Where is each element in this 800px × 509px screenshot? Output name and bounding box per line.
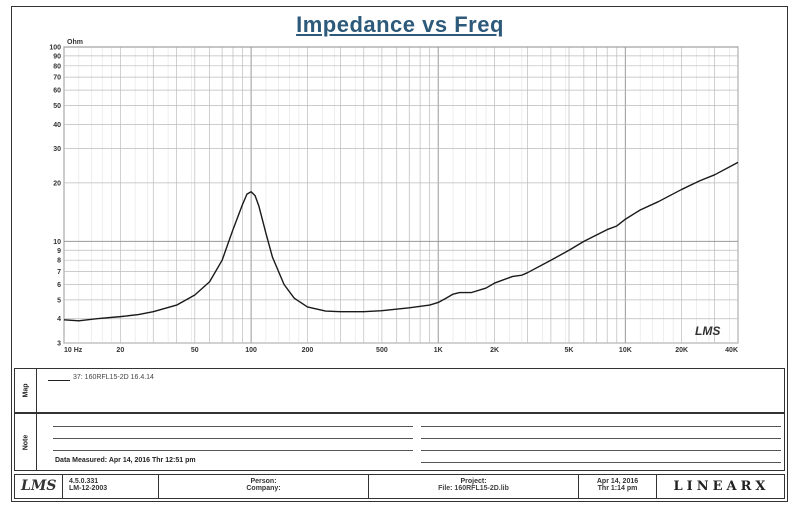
- x-tick-label: 5K: [565, 347, 574, 354]
- y-tick-label: 50: [53, 103, 61, 110]
- x-tick-label: 200: [302, 347, 314, 354]
- x-tick-label: 40K: [725, 347, 738, 354]
- chart-title: Impedance vs Freq: [296, 12, 504, 37]
- y-tick-label: 10: [53, 239, 61, 246]
- legend-swatch: [48, 380, 70, 381]
- time-text: Thr 1:14 pm: [597, 485, 638, 492]
- note-line: [53, 426, 413, 427]
- measured-text: Data Measured: Apr 14, 2016 Thr 12:51 pm: [55, 457, 196, 464]
- x-tick-label: 50: [191, 347, 199, 354]
- y-tick-label: 60: [53, 88, 61, 95]
- lms-watermark: LMS: [695, 324, 720, 338]
- footer-date-cell: Apr 14, 2016 Thr 1:14 pm: [579, 475, 657, 498]
- y-tick-label: 40: [53, 122, 61, 129]
- note-line: [421, 462, 781, 463]
- x-tick-label: 20K: [675, 347, 688, 354]
- impedance-series-line: [63, 161, 739, 322]
- y-tick-label: 3: [57, 341, 61, 348]
- footer-panel: LMS 4.5.0.331 LM-12-2003 Person: Company…: [14, 474, 785, 499]
- legend-entry: 37: 160RFL15-2D 16.4.14: [73, 374, 154, 381]
- y-tick-label: 6: [57, 282, 61, 289]
- person-label: Person:: [250, 478, 277, 485]
- note-line: [421, 450, 781, 451]
- note-line: [421, 438, 781, 439]
- y-tick-label: 100: [49, 45, 61, 52]
- y-tick-label: 9: [57, 248, 61, 255]
- y-tick-label: 30: [53, 146, 61, 153]
- y-tick-label: 5: [57, 297, 61, 304]
- project-label: Project:: [460, 478, 487, 485]
- footer-brand-cell: LINEARX: [657, 475, 786, 498]
- footer-version-cell: 4.5.0.331 LM-12-2003: [63, 475, 159, 498]
- x-tick-label: 20: [116, 347, 124, 354]
- y-unit-label: Ohm: [67, 39, 83, 46]
- x-tick-label: 10 Hz: [64, 347, 83, 354]
- date-text: Apr 14, 2016: [596, 478, 639, 485]
- y-tick-label: 20: [53, 180, 61, 187]
- serial-text: LM-12-2003: [69, 485, 108, 492]
- lms-logo: LMS: [21, 478, 57, 494]
- notes-panel: Note Data Measured: Apr 14, 2016 Thr 12:…: [14, 413, 785, 471]
- plot-area: [63, 46, 739, 344]
- notes-side-label: Note: [15, 414, 37, 470]
- report-frame: [11, 6, 788, 502]
- x-tick-label: 2K: [490, 347, 499, 354]
- company-label: Company:: [246, 485, 281, 492]
- y-tick-label: 90: [53, 53, 61, 60]
- footer-person-cell: Person: Company:: [159, 475, 369, 498]
- x-tick-label: 100: [245, 347, 257, 354]
- version-text: 4.5.0.331: [69, 478, 99, 485]
- y-tick-label: 8: [57, 258, 61, 265]
- footer-project-cell: Project: File: 160RFL15-2D.lib: [369, 475, 579, 498]
- note-line: [53, 450, 413, 451]
- x-tick-label: 500: [376, 347, 388, 354]
- y-tick-label: 4: [57, 316, 61, 323]
- note-line: [53, 438, 413, 439]
- x-tick-label: 1K: [434, 347, 443, 354]
- y-tick-label: 7: [57, 269, 61, 276]
- legend-panel: Map 37: 160RFL15-2D 16.4.14: [14, 368, 785, 413]
- note-line: [421, 426, 781, 427]
- y-tick-label: 70: [53, 75, 61, 82]
- x-tick-label: 10K: [619, 347, 632, 354]
- linearx-logo: LINEARX: [673, 479, 770, 494]
- file-label: File: 160RFL15-2D.lib: [438, 485, 509, 492]
- legend-side-label: Map: [15, 369, 37, 412]
- y-tick-label: 80: [53, 63, 61, 70]
- footer-logo-cell: LMS: [15, 475, 63, 498]
